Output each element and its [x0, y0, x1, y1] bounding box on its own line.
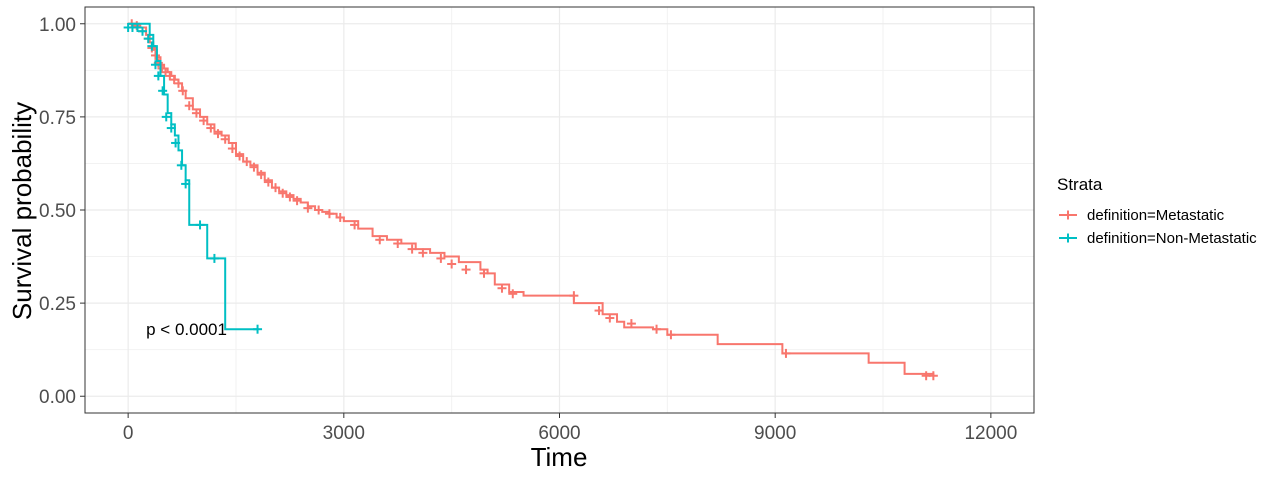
- y-tick-label: 0.50: [39, 201, 76, 222]
- censor-mark: [278, 188, 288, 198]
- censor-mark: [181, 179, 191, 189]
- censor-mark: [158, 86, 168, 96]
- censor-mark: [253, 324, 263, 334]
- censor-mark: [147, 41, 157, 51]
- series-layer: [123, 19, 938, 381]
- censor-mark: [166, 123, 176, 133]
- p-value-annotation: p < 0.0001: [146, 320, 227, 339]
- censor-mark: [324, 209, 334, 219]
- censor-mark: [209, 253, 219, 263]
- censor-mark: [418, 248, 428, 258]
- legend-item: definition=Metastatic: [1059, 207, 1225, 224]
- censor-mark: [626, 319, 636, 329]
- censor-mark: [191, 108, 201, 118]
- y-tick-label: 0.00: [39, 387, 76, 408]
- x-axis-title: Time: [531, 442, 588, 472]
- censor-mark: [303, 203, 313, 213]
- censor-mark: [150, 50, 160, 60]
- censor-mark: [335, 212, 345, 222]
- x-axis: 0 3000 6000 9000 12000: [123, 413, 1017, 444]
- censor-mark: [132, 22, 142, 32]
- y-tick-label: 1.00: [39, 15, 76, 36]
- censor-mark: [436, 253, 446, 263]
- censor-mark: [407, 244, 417, 254]
- censor-mark: [461, 265, 471, 275]
- x-tick-label: 0: [123, 423, 134, 444]
- censor-mark: [781, 348, 791, 358]
- censor-mark: [508, 289, 518, 299]
- censor-mark: [256, 170, 266, 180]
- censor-mark: [569, 291, 579, 301]
- censor-mark: [161, 112, 171, 122]
- survival-curve: [128, 22, 258, 331]
- censor-mark: [153, 71, 163, 81]
- censor-mark: [285, 192, 295, 202]
- series-2: [123, 22, 263, 334]
- y-axis-title: Survival probability: [7, 102, 37, 320]
- legend: Strata definition=Metastatic definition=N…: [1057, 175, 1257, 247]
- survival-curve: [128, 22, 935, 376]
- x-tick-label: 9000: [754, 423, 796, 444]
- censor-mark: [928, 371, 938, 381]
- y-tick-label: 0.25: [39, 294, 76, 315]
- legend-label: definition=Non-Metastatic: [1087, 230, 1257, 247]
- censor-mark: [263, 177, 273, 187]
- censor-mark: [206, 123, 216, 133]
- censor-mark: [150, 60, 160, 70]
- censor-mark: [393, 239, 403, 249]
- legend-items: definition=Metastatic definition=Non-Meta…: [1059, 207, 1257, 247]
- censor-mark: [242, 157, 252, 167]
- censor-mark: [271, 183, 281, 193]
- censor-mark: [173, 78, 183, 88]
- censor-mark: [235, 151, 245, 161]
- censor-mark: [178, 86, 188, 96]
- legend-label: definition=Metastatic: [1087, 207, 1225, 224]
- censor-mark: [605, 313, 615, 323]
- censor-mark: [652, 324, 662, 334]
- y-axis: 0.00 0.25 0.50 0.75 1.00: [39, 15, 85, 408]
- x-tick-label: 3000: [323, 423, 365, 444]
- censor-mark: [213, 129, 223, 139]
- y-tick-label: 0.75: [39, 108, 76, 129]
- censor-mark: [227, 144, 237, 154]
- legend-item: definition=Non-Metastatic: [1059, 230, 1257, 247]
- censor-mark: [184, 101, 194, 111]
- censor-mark: [220, 134, 230, 144]
- censor-mark: [497, 283, 507, 293]
- censor-mark: [350, 220, 360, 230]
- major-grid: [85, 7, 1034, 413]
- censor-mark: [479, 268, 489, 278]
- censor-mark: [375, 235, 385, 245]
- censor-mark: [594, 306, 604, 316]
- censor-mark: [171, 138, 181, 148]
- x-tick-label: 12000: [964, 423, 1017, 444]
- censor-mark: [176, 160, 186, 170]
- series-1: [127, 19, 938, 381]
- x-tick-label: 6000: [538, 423, 580, 444]
- censor-mark: [195, 220, 205, 230]
- censor-mark: [143, 34, 153, 44]
- censor-mark: [138, 26, 148, 36]
- censor-mark: [249, 162, 259, 172]
- censor-mark: [199, 116, 209, 126]
- censor-mark: [666, 330, 676, 340]
- censor-mark: [292, 196, 302, 206]
- censor-mark: [314, 205, 324, 215]
- legend-title: Strata: [1057, 175, 1103, 194]
- censor-mark: [447, 259, 457, 269]
